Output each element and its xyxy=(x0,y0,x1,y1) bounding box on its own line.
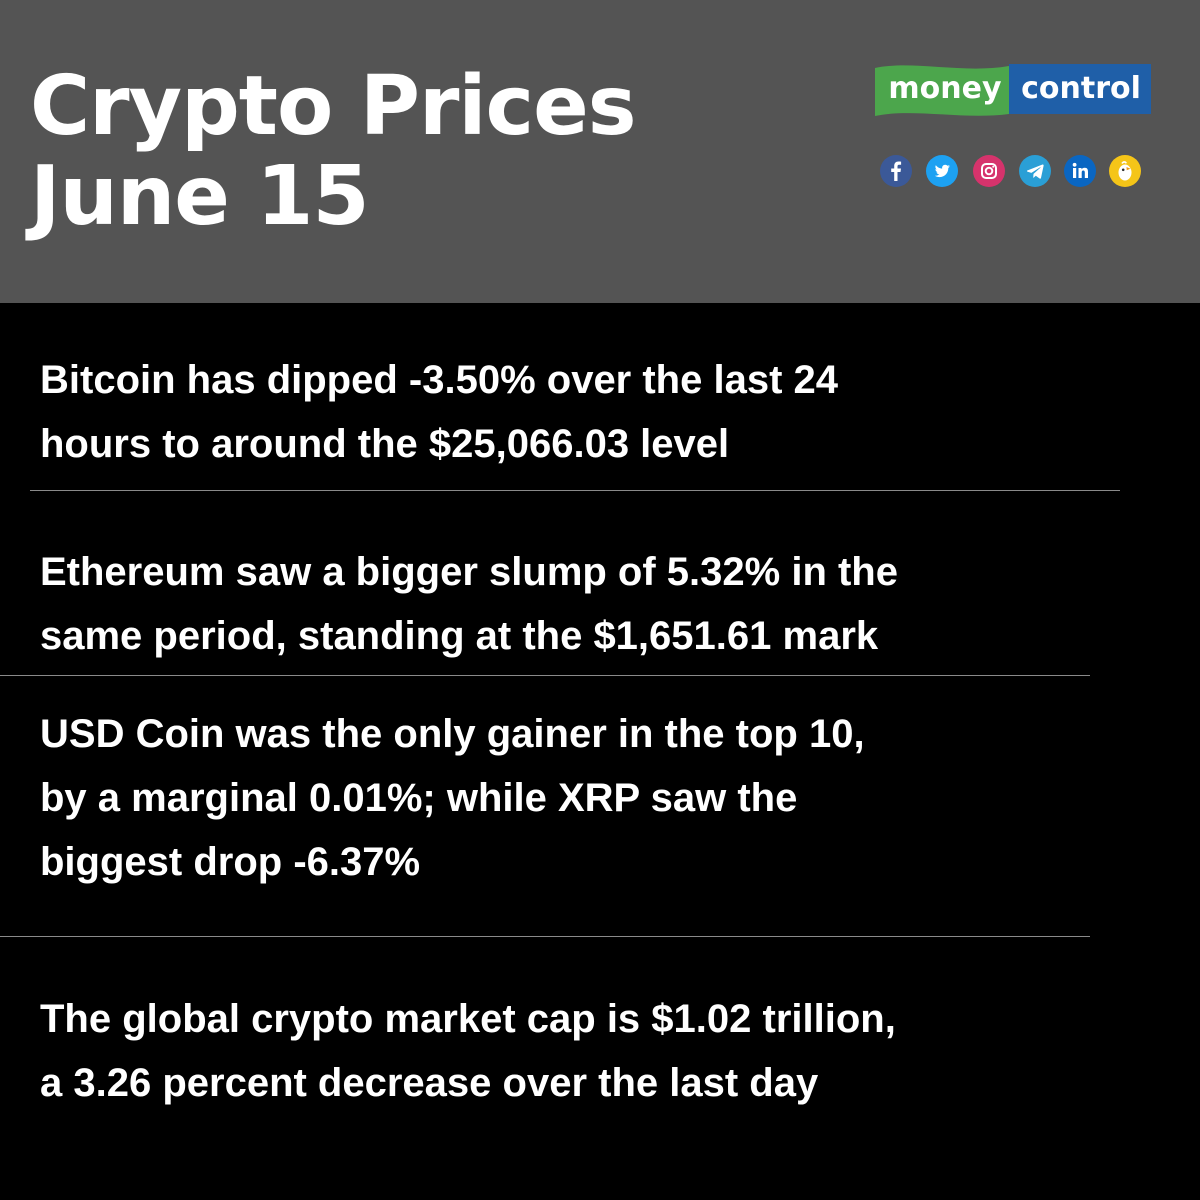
twitter-icon[interactable] xyxy=(926,155,958,187)
point-line: biggest drop -6.37% xyxy=(40,840,421,884)
point-line: by a marginal 0.01%; while XRP saw the xyxy=(40,776,798,820)
point-line: hours to around the $25,066.03 level xyxy=(40,422,730,466)
point-line: Ethereum saw a bigger slump of 5.32% in … xyxy=(40,550,898,594)
logo-background xyxy=(875,64,1151,116)
logo-text-money: money xyxy=(888,71,1002,106)
divider xyxy=(0,936,1090,937)
title-line: Crypto Prices xyxy=(30,59,637,154)
logo-text-control: control xyxy=(1021,71,1141,106)
market-cap-point: The global crypto market cap is $1.02 tr… xyxy=(40,987,1190,1115)
point-line: Bitcoin has dipped -3.50% over the last … xyxy=(40,358,839,402)
point-line: USD Coin was the only gainer in the top … xyxy=(40,712,865,756)
social-icons xyxy=(880,155,1142,189)
koo-icon[interactable] xyxy=(1109,155,1141,187)
point-line: The global crypto market cap is $1.02 tr… xyxy=(40,997,896,1041)
point-line: a 3.26 percent decrease over the last da… xyxy=(40,1061,819,1105)
usd-coin-point: USD Coin was the only gainer in the top … xyxy=(40,702,1190,894)
point-line: same period, standing at the $1,651.61 m… xyxy=(40,614,879,658)
linkedin-icon[interactable] xyxy=(1064,155,1096,187)
page-title: Crypto Prices June 15 xyxy=(30,59,637,244)
moneycontrol-logo: money control xyxy=(873,62,1153,118)
bitcoin-point: Bitcoin has dipped -3.50% over the last … xyxy=(40,348,1190,476)
facebook-icon[interactable] xyxy=(880,155,912,187)
divider xyxy=(30,490,1120,491)
divider xyxy=(0,675,1090,676)
header-banner: Crypto Prices June 15 money control xyxy=(0,0,1200,303)
telegram-icon[interactable] xyxy=(1019,155,1051,187)
ethereum-point: Ethereum saw a bigger slump of 5.32% in … xyxy=(40,540,1190,668)
instagram-icon[interactable] xyxy=(973,155,1005,187)
title-date: June 15 xyxy=(30,149,370,244)
